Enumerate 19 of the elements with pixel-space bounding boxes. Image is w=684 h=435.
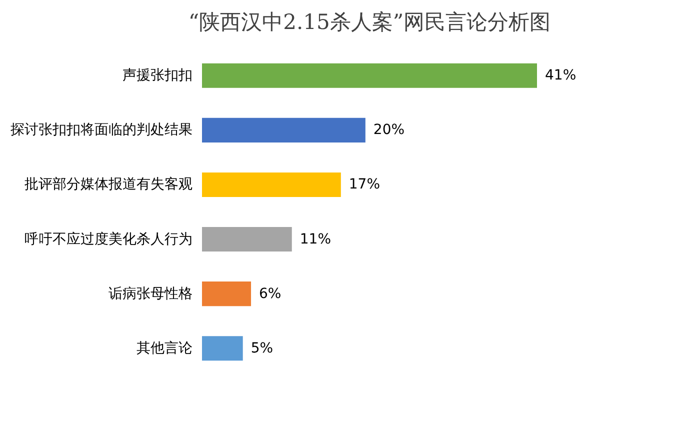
bar: [202, 172, 341, 197]
y-tick-label: 其他言论: [136, 340, 192, 356]
y-tick-label: 呼吁不应过度美化杀人行为: [24, 231, 192, 248]
data-label: 20%: [373, 122, 405, 138]
bar: [202, 282, 252, 306]
y-tick-label: 诟病张母性格: [108, 286, 192, 302]
bar: [202, 336, 243, 361]
data-label: 11%: [300, 231, 332, 248]
bar: [202, 63, 537, 88]
data-label: 17%: [348, 176, 380, 193]
data-label: 5%: [250, 340, 274, 356]
y-tick-label: 声援张扣扣: [122, 68, 192, 84]
data-label: 6%: [259, 286, 282, 302]
chart-title: “陕西汉中2.15杀人案”网民言论分析图: [188, 10, 551, 34]
y-tick-label: 批评部分媒体报道有失客观: [24, 176, 192, 193]
y-tick-label: 探讨张扣扣将面临的判处结果: [10, 122, 192, 138]
bar: [202, 118, 366, 142]
bar: [202, 227, 292, 252]
data-label: 41%: [545, 68, 576, 84]
